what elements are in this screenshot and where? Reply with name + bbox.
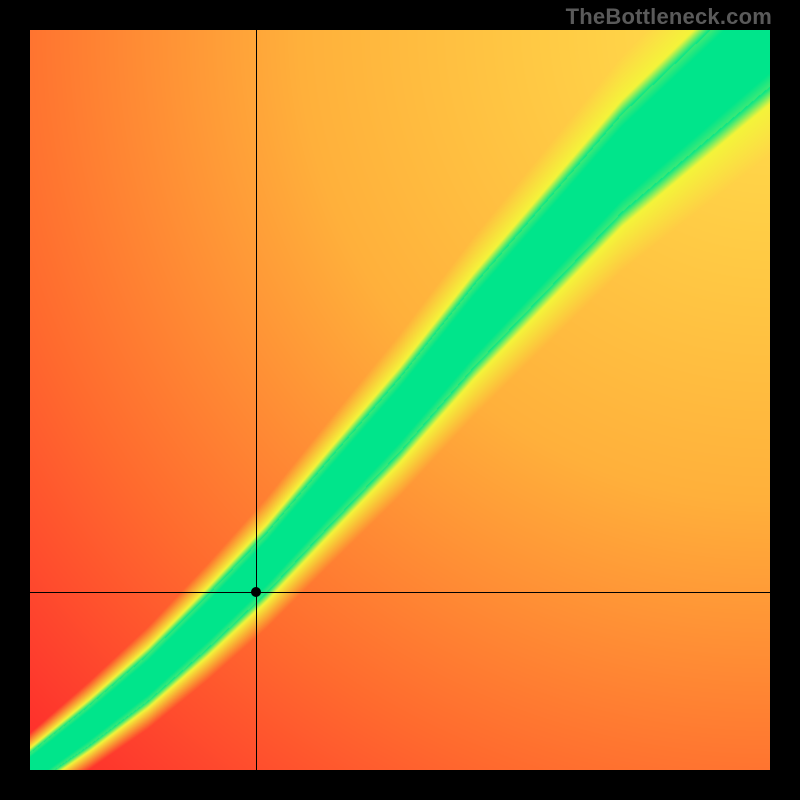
bottleneck-heatmap — [30, 30, 770, 770]
watermark: TheBottleneck.com — [566, 4, 772, 30]
crosshair-vertical — [256, 30, 257, 770]
crosshair-horizontal — [30, 592, 770, 593]
crosshair-marker — [251, 587, 261, 597]
